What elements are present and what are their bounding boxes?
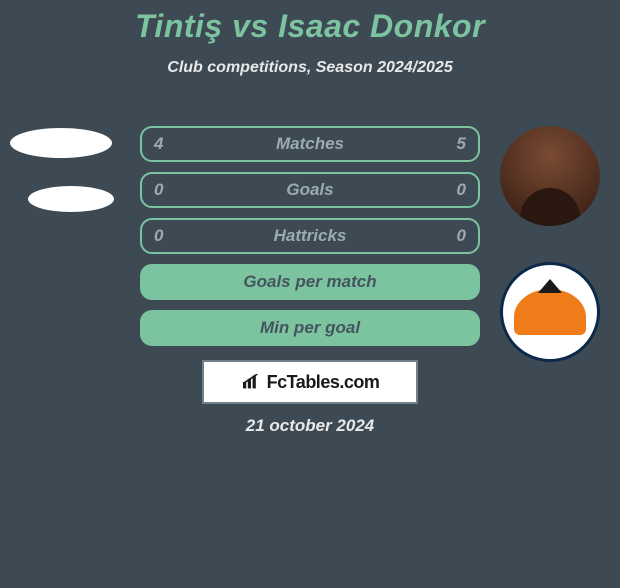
stat-right-value: 5 — [457, 134, 466, 154]
club-badge-icon — [514, 289, 586, 335]
stat-left-value: 4 — [154, 134, 163, 154]
bar-chart-icon — [241, 374, 261, 390]
stat-label: Min per goal — [260, 318, 360, 338]
right-player-avatar — [500, 126, 600, 226]
stat-right-value: 0 — [457, 180, 466, 200]
stat-label: Hattricks — [274, 226, 347, 246]
stats-table: 4 Matches 5 0 Goals 0 0 Hattricks 0 Goal… — [140, 126, 480, 356]
stat-left-value: 0 — [154, 226, 163, 246]
stat-left-value: 0 — [154, 180, 163, 200]
page-subtitle: Club competitions, Season 2024/2025 — [0, 59, 620, 77]
stat-right-value: 0 — [457, 226, 466, 246]
branding-text: FcTables.com — [267, 372, 380, 393]
stat-row-goals: 0 Goals 0 — [140, 172, 480, 208]
stat-row-min-per-goal: Min per goal — [140, 310, 480, 346]
page-title: Tintiş vs Isaac Donkor — [0, 8, 620, 45]
stat-label: Goals — [286, 180, 333, 200]
stat-label: Matches — [276, 134, 344, 154]
stat-row-goals-per-match: Goals per match — [140, 264, 480, 300]
stat-row-matches: 4 Matches 5 — [140, 126, 480, 162]
stat-row-hattricks: 0 Hattricks 0 — [140, 218, 480, 254]
footer-date: 21 october 2024 — [0, 416, 620, 436]
left-player-club-placeholder — [28, 186, 114, 212]
branding-box: FcTables.com — [202, 360, 418, 404]
right-player-club-badge — [500, 262, 600, 362]
left-player-avatar-placeholder — [10, 128, 112, 158]
stat-label: Goals per match — [243, 272, 376, 292]
